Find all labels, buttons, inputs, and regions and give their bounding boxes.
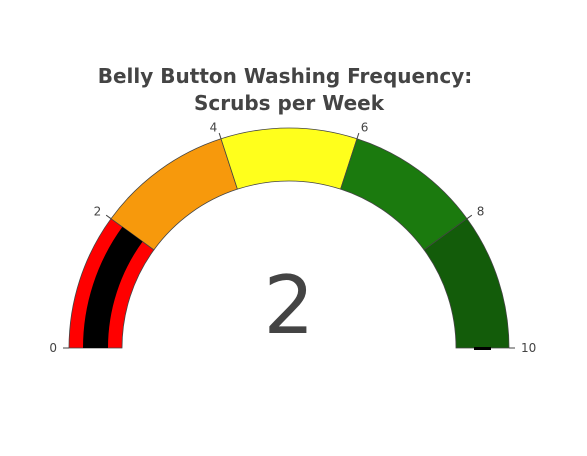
gauge-tick-label-0: 0 [49,341,57,355]
gauge-bar-layer [83,226,491,350]
chart-title-line-1: Belly Button Washing Frequency: [98,64,472,88]
gauge-tick-label-8: 8 [477,205,485,219]
gauge-tick-mark-4 [218,132,222,139]
gauge-tick-mark-6 [356,132,360,139]
gauge-tick-label-10: 10 [521,341,536,355]
gauge-step-3 [220,127,358,190]
gauge-tick-mark-8 [466,214,473,220]
gauge-tick-mark-2 [105,214,112,220]
chart-title-line-2: Scrubs per Week [194,91,385,115]
gauge-tick-label-2: 2 [94,205,102,219]
gauge-value-bar [83,226,143,348]
gauge-value-number: 2 [264,259,315,352]
gauge-ticks: 0 2 4 6 8 10 [49,120,536,355]
gauge-tick-label-4: 4 [210,120,218,134]
gauge-tick-label-6: 6 [361,120,369,134]
